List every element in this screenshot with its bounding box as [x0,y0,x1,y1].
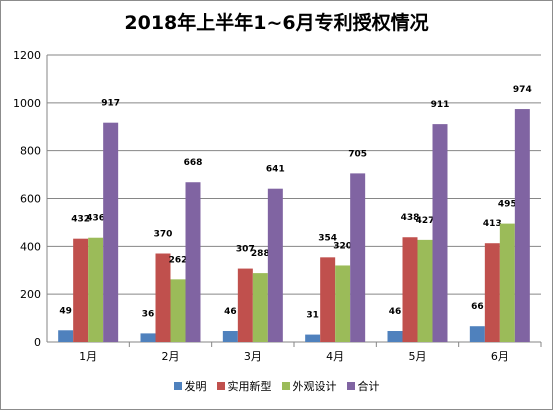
x-tick-label: 1月 [79,350,97,363]
data-label: 974 [513,85,532,95]
bar [252,273,268,342]
legend-swatch [216,382,225,390]
data-label: 370 [154,230,173,240]
bar [140,333,156,342]
bar [469,326,485,342]
legend-label: 实用新型 [227,380,272,393]
bar [170,279,186,342]
data-label: 66 [471,302,484,312]
data-label: 320 [333,241,352,251]
legend-item: 实用新型 [216,378,272,394]
bar [335,265,351,342]
legend-swatch [346,382,355,390]
data-label: 438 [401,213,420,223]
x-tick-label: 5月 [409,350,427,363]
chart-title: 2018年上半年1~6月专利授权情况 [124,12,429,34]
data-label: 427 [416,216,435,226]
y-tick-label: 1200 [13,49,41,62]
data-label: 46 [224,307,237,317]
y-tick-label: 1000 [13,97,41,110]
data-label: 46 [389,307,402,317]
data-label: 354 [318,233,337,243]
x-tick-label: 2月 [162,350,180,363]
y-tick-label: 800 [20,145,41,158]
data-label: 641 [266,165,285,175]
data-label: 705 [348,149,367,159]
data-label: 49 [59,306,72,316]
data-label: 668 [184,158,203,168]
legend-item: 合计 [346,378,380,394]
bar [499,223,515,342]
bar [237,268,253,342]
bar [432,124,448,342]
legend-item: 发明 [173,378,207,394]
legend-swatch [173,382,182,390]
bar [103,122,119,342]
legend-swatch [281,382,290,390]
data-label: 307 [236,245,255,255]
bar [387,330,403,342]
data-label: 31 [306,311,319,321]
bar [514,109,530,342]
chart-legend: 发明 实用新型 外观设计 合计 [0,378,553,394]
bar [185,182,201,342]
data-label: 262 [169,255,188,265]
legend-item: 外观设计 [281,378,337,394]
bar [73,238,89,342]
bar [222,330,238,342]
bar [155,253,171,342]
legend-label: 合计 [357,380,380,393]
bar [58,330,74,342]
legend-label: 发明 [184,380,207,393]
bar [267,188,283,342]
data-label: 917 [101,99,120,109]
y-tick-label: 200 [20,288,41,301]
bar [350,173,366,342]
x-tick-label: 3月 [244,350,262,363]
x-tick-label: 4月 [326,350,344,363]
bar [402,237,418,342]
y-tick-label: 400 [20,240,41,253]
x-tick-label: 6月 [491,350,509,363]
data-label: 432 [71,215,90,225]
data-label: 36 [142,309,155,319]
bar [320,257,336,342]
bar [88,237,104,342]
legend-label: 外观设计 [292,380,337,393]
bar [417,239,433,342]
data-label: 288 [251,249,270,259]
y-tick-label: 600 [20,193,41,206]
bar [484,243,500,342]
y-tick-label: 0 [34,336,41,349]
bar [305,334,321,342]
data-label: 911 [431,100,450,110]
data-label: 495 [498,200,517,210]
data-label: 436 [86,214,105,224]
data-label: 413 [483,219,502,229]
